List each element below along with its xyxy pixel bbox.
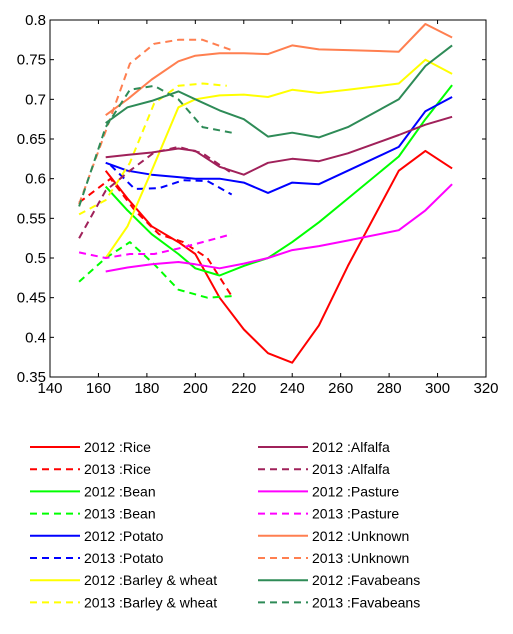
legend-label-10: 2012 :Pasture [312, 483, 399, 499]
x-tick-label: 320 [473, 380, 498, 397]
legend-label-4: 2012 :Potato [84, 528, 164, 544]
y-tick-label: 0.8 [25, 12, 46, 29]
x-tick-label: 260 [328, 380, 353, 397]
series-line-0 [104, 149, 453, 364]
series-line-13 [78, 38, 233, 205]
series-line-12 [105, 23, 453, 117]
y-tick-label: 0.7 [25, 91, 46, 108]
y-tick-label: 0.65 [17, 131, 46, 148]
legend-label-11: 2013 :Pasture [312, 506, 399, 522]
legend-label-0: 2012 :Rice [84, 439, 151, 455]
plot-area [50, 20, 486, 377]
legend-label-15: 2013 :Favabeans [312, 594, 420, 610]
x-tick-label: 160 [86, 380, 111, 397]
series-line-10 [105, 183, 453, 273]
y-tick-label: 0.35 [17, 369, 46, 386]
x-tick-label: 180 [134, 380, 159, 397]
x-tick-label: 140 [37, 380, 62, 397]
legend-label-7: 2013 :Barley & wheat [84, 594, 217, 610]
legend-label-13: 2013 :Unknown [312, 550, 409, 566]
y-tick-label: 0.55 [17, 210, 46, 227]
x-tick-label: 280 [377, 380, 402, 397]
legend-label-6: 2012 :Barley & wheat [84, 572, 217, 588]
legend-label-3: 2013 :Bean [84, 506, 156, 522]
series-line-1 [78, 177, 233, 297]
legend-label-5: 2013 :Potato [84, 550, 164, 566]
legend-label-8: 2012 :Alfalfa [312, 439, 390, 455]
legend-label-9: 2013 :Alfalfa [312, 461, 390, 477]
legend-label-2: 2012 :Bean [84, 483, 156, 499]
x-tick-label: 240 [280, 380, 305, 397]
y-tick-label: 0.6 [25, 171, 46, 188]
series-line-5 [109, 164, 233, 196]
x-tick-label: 220 [231, 380, 256, 397]
series-layer [78, 23, 453, 364]
legend-label-1: 2013 :Rice [84, 461, 151, 477]
x-tick-label: 200 [183, 380, 208, 397]
series-line-14 [105, 44, 453, 139]
series-line-11 [78, 233, 232, 259]
series-line-8 [105, 115, 453, 176]
x-tick-label: 300 [425, 380, 450, 397]
axes-layer: 140 160 180 200 220 240 260 280 300 320 0.35 0.4 0.4… [17, 12, 499, 397]
series-line-15 [78, 84, 232, 207]
axes-frame [49, 19, 487, 378]
series-line-2 [104, 84, 453, 277]
y-tick-label: 0.4 [25, 329, 46, 346]
series-line-6 [104, 58, 453, 259]
legend-label-12: 2012 :Unknown [312, 528, 409, 544]
legend: 2012 :Rice 2013 :Rice 2012 :Bean 2013 :Bean… [30, 439, 420, 610]
series-line-9 [78, 145, 233, 239]
series-line-7 [78, 82, 227, 216]
y-tick-label: 0.5 [25, 250, 46, 267]
series-line-4 [105, 96, 453, 194]
y-tick-label: 0.45 [17, 290, 46, 307]
legend-label-14: 2012 :Favabeans [312, 572, 420, 588]
y-tick-label: 0.75 [17, 52, 46, 69]
